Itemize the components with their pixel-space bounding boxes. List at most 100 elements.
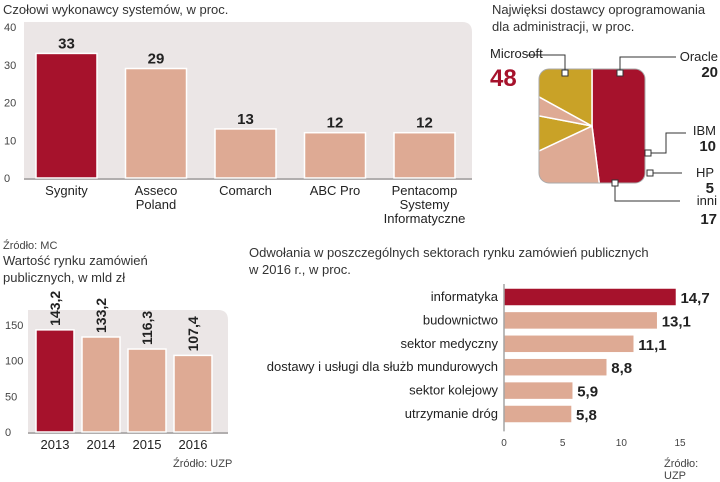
bar-value-label: 13,1 [662, 313, 691, 330]
pie-frame [538, 68, 646, 184]
x-tick-label: Sygnity [45, 183, 88, 198]
category-label: budownictwo [423, 312, 498, 327]
slice-label: inni [697, 193, 717, 208]
suppliers-title-line2: dla administracji, w proc. [492, 19, 635, 34]
bar [503, 357, 609, 377]
x-tick-label: Comarch [219, 183, 272, 198]
leader-marker [646, 169, 654, 177]
bar-value-label: 5,9 [577, 384, 598, 401]
bar-value-label: 13 [237, 111, 254, 128]
category-label: informatyka [431, 289, 499, 304]
x-tick-label: Informatyczne [384, 211, 466, 226]
slice-value-label: 20 [701, 64, 718, 81]
pie-slice [539, 125, 610, 183]
x-tick-label: Asseco [135, 183, 178, 198]
bar [81, 336, 121, 433]
pie-slice [539, 100, 593, 183]
bar-value-label: 8,8 [611, 360, 632, 377]
category-label: dostawy i usługi dla służb mundurowych [267, 359, 498, 374]
leader-marker [561, 69, 569, 77]
bar [35, 329, 75, 433]
appeals-chart-source: Źródło: UZP [664, 458, 699, 482]
x-tick-label: 5 [560, 438, 566, 449]
appeals-title-line1: Odwołania w poszczególnych sektorach ryn… [249, 245, 649, 260]
pie-slice [539, 69, 593, 127]
bar [503, 287, 678, 307]
suppliers-title-line1: Najwięksi dostawcy oprogramowania [492, 2, 706, 17]
bar [214, 128, 277, 179]
y-tick-label: 100 [5, 356, 23, 368]
bar-value-label: 14,7 [680, 290, 709, 307]
x-tick-label: 2013 [41, 437, 70, 452]
contractors-chart-title: Czołowi wykonawcy systemów, w proc. [3, 2, 229, 17]
slice-value-label: 5 [706, 180, 714, 197]
category-label: utrzymanie dróg [405, 406, 498, 421]
x-tick-label: 10 [616, 438, 628, 449]
leader-marker [611, 179, 619, 187]
y-tick-label: 40 [4, 22, 16, 34]
market-title-line1: Wartość rynku zamówień [3, 253, 148, 268]
x-tick-label: 2014 [87, 437, 116, 452]
x-tick-label: 2016 [179, 437, 208, 452]
slice-label: Oracle [680, 49, 718, 64]
leader-line [648, 132, 686, 154]
x-tick-label: Pentacomp [392, 183, 458, 198]
bar [303, 131, 367, 179]
bar [35, 52, 98, 179]
market-chart: 0 50 100 150 143,2 2013 133,2 2014 116,3 2015 107,… [5, 291, 228, 452]
suppliers-chart-title: Najwięksi dostawcy oprogramowania dla ad… [492, 1, 705, 35]
category-label: sektor medyczny [400, 336, 498, 351]
slice-label: Microsoft [490, 46, 543, 61]
bar-value-label: 11,1 [638, 337, 666, 354]
market-title-line2: publicznych, w mld zł [3, 270, 126, 285]
bar [503, 310, 659, 331]
y-tick-label: 20 [4, 98, 16, 110]
slice-value-label: 17 [700, 211, 717, 228]
bar [503, 380, 574, 401]
market-chart-source: Źródło: UZP [173, 458, 233, 470]
slice-value-label: 48 [490, 65, 517, 92]
bar [124, 67, 188, 179]
bar-value-label: 143,2 [47, 291, 63, 326]
slice-label: IBM [693, 123, 716, 138]
appeals-chart-title: Odwołania w poszczególnych sektorach ryn… [249, 244, 649, 278]
market-chart-title: Wartość rynku zamówień publicznych, w ml… [3, 252, 148, 286]
bar [503, 404, 573, 424]
bar-value-label: 12 [416, 115, 433, 132]
x-tick-label: Poland [136, 197, 176, 212]
bar [393, 131, 456, 179]
slice-label: HP [696, 165, 714, 180]
leader-marker [616, 69, 624, 77]
bar-value-label: 116,3 [139, 311, 155, 345]
x-tick-label: Systemy [400, 197, 450, 212]
y-tick-label: 50 [5, 391, 17, 403]
y-tick-label: 0 [4, 173, 10, 185]
bar [173, 354, 213, 433]
x-tick-label: 2015 [133, 437, 162, 452]
bar [503, 334, 635, 354]
category-label: sektor kolejowy [409, 383, 498, 398]
bar-value-label: 33 [58, 35, 75, 52]
x-tick-label: 0 [501, 438, 507, 449]
pie-slice [539, 69, 593, 127]
contractors-chart-source: Źródło: MC [3, 240, 58, 252]
y-tick-label: 10 [4, 135, 16, 147]
y-tick-label: 30 [4, 60, 16, 72]
leader-line [614, 183, 680, 202]
pie-slices [539, 69, 645, 183]
bar-value-label: 29 [148, 51, 165, 68]
bar-value-label: 107,4 [185, 316, 201, 351]
leader-marker [644, 149, 652, 157]
bar-value-label: 133,2 [93, 298, 109, 333]
y-tick-label: 0 [5, 427, 11, 439]
x-tick-label: 15 [674, 438, 686, 449]
leader-line [527, 54, 566, 73]
slice-value-label: 10 [699, 138, 716, 155]
bar [127, 348, 167, 433]
bar-value-label: 5,8 [576, 407, 597, 424]
x-tick-label: ABC Pro [310, 183, 361, 198]
leader-line [619, 56, 676, 73]
bar-value-label: 12 [327, 115, 344, 132]
